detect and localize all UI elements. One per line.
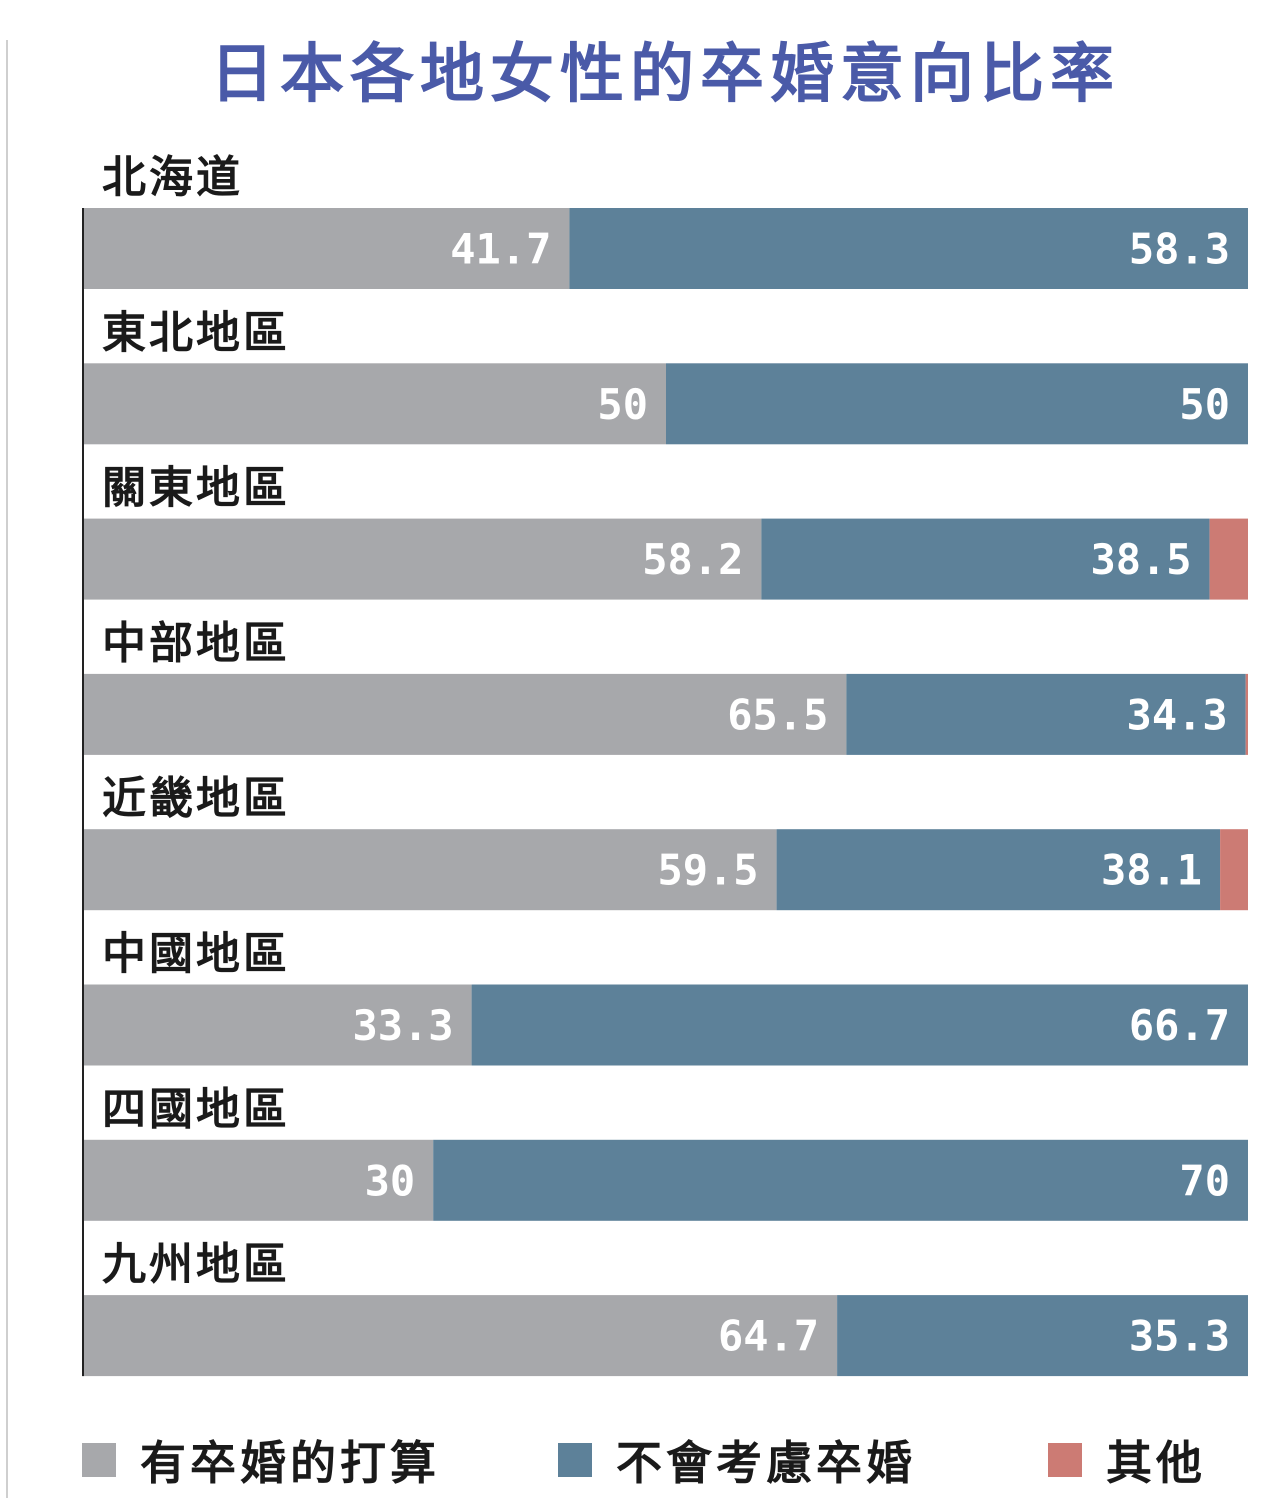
bar-segment-no-8 bbox=[837, 1295, 1248, 1377]
value-label-plan-8: 64.7 bbox=[718, 1312, 819, 1361]
value-label-no-2: 50 bbox=[1179, 380, 1230, 429]
value-label-no-5: 38.1 bbox=[1101, 846, 1202, 895]
bar-segment-plan-6 bbox=[84, 984, 472, 1066]
bar-segment-plan-4 bbox=[84, 673, 847, 755]
legend-swatch-plan bbox=[82, 1443, 116, 1477]
value-label-plan-4: 65.5 bbox=[727, 690, 828, 739]
bar-segment-no-3 bbox=[761, 518, 1210, 600]
legend-item-no: 不會考慮卒婚 bbox=[558, 1422, 916, 1498]
stacked-bar-chart: 北海道 41.7 58.3 東北地區 50 50 關東地區 58.2 38.5 中部地區 65.5 3… bbox=[82, 152, 1249, 1377]
chart-legend: 有卒婚的打算 不會考慮卒婚 其他 bbox=[0, 1422, 1280, 1498]
legend-item-plan: 有卒婚的打算 bbox=[82, 1422, 440, 1498]
page-edge-rule bbox=[6, 40, 8, 1498]
bar-segment-no-6 bbox=[471, 984, 1249, 1066]
value-label-no-8: 35.3 bbox=[1129, 1312, 1230, 1361]
value-label-no-7: 70 bbox=[1179, 1156, 1230, 1205]
value-label-plan-6: 33.3 bbox=[352, 1001, 453, 1050]
bar-segment-no-5 bbox=[776, 829, 1221, 911]
legend-label-plan: 有卒婚的打算 bbox=[140, 1436, 440, 1490]
chart-title: 日本各地女性的卒婚意向比率 bbox=[210, 38, 1120, 112]
bar-segment-plan-5 bbox=[84, 829, 777, 911]
value-label-plan-5: 59.5 bbox=[657, 846, 758, 895]
category-label-4: 中部地區 bbox=[102, 618, 290, 669]
bar-segment-plan-3 bbox=[84, 518, 762, 600]
legend-label-other: 其他 bbox=[1106, 1436, 1206, 1490]
value-label-plan-2: 50 bbox=[597, 380, 648, 429]
value-label-plan-3: 58.2 bbox=[642, 535, 743, 584]
bar-segment-plan-8 bbox=[84, 1295, 838, 1377]
legend-label-no: 不會考慮卒婚 bbox=[616, 1436, 916, 1490]
bar-segment-plan-1 bbox=[84, 208, 570, 289]
value-label-no-6: 66.7 bbox=[1129, 1001, 1230, 1050]
value-label-plan-7: 30 bbox=[365, 1156, 416, 1205]
category-label-6: 中國地區 bbox=[102, 929, 290, 980]
legend-swatch-no bbox=[558, 1443, 592, 1477]
bar-segment-no-7 bbox=[433, 1139, 1248, 1221]
bar-segment-other-5 bbox=[1220, 829, 1248, 911]
bar-segment-no-1 bbox=[569, 208, 1248, 289]
category-label-5: 近畿地區 bbox=[102, 773, 290, 824]
bar-segment-other-3 bbox=[1209, 518, 1248, 600]
bar-segment-other-4 bbox=[1245, 673, 1248, 755]
value-label-no-4: 34.3 bbox=[1127, 690, 1228, 739]
value-label-no-3: 38.5 bbox=[1090, 535, 1191, 584]
legend-swatch-other bbox=[1048, 1443, 1082, 1477]
bar-segment-plan-2 bbox=[84, 363, 666, 445]
category-label-8: 九州地區 bbox=[102, 1239, 290, 1290]
bar-segment-no-4 bbox=[846, 673, 1246, 755]
value-label-plan-1: 41.7 bbox=[450, 225, 551, 274]
category-label-7: 四國地區 bbox=[102, 1084, 290, 1135]
bar-segment-plan-7 bbox=[84, 1139, 434, 1221]
value-label-no-1: 58.3 bbox=[1129, 225, 1230, 274]
bar-segment-no-2 bbox=[666, 363, 1248, 445]
category-label-1: 北海道 bbox=[102, 152, 243, 203]
category-label-2: 東北地區 bbox=[102, 307, 290, 358]
legend-item-other: 其他 bbox=[1048, 1422, 1206, 1498]
category-label-3: 關東地區 bbox=[102, 463, 290, 514]
